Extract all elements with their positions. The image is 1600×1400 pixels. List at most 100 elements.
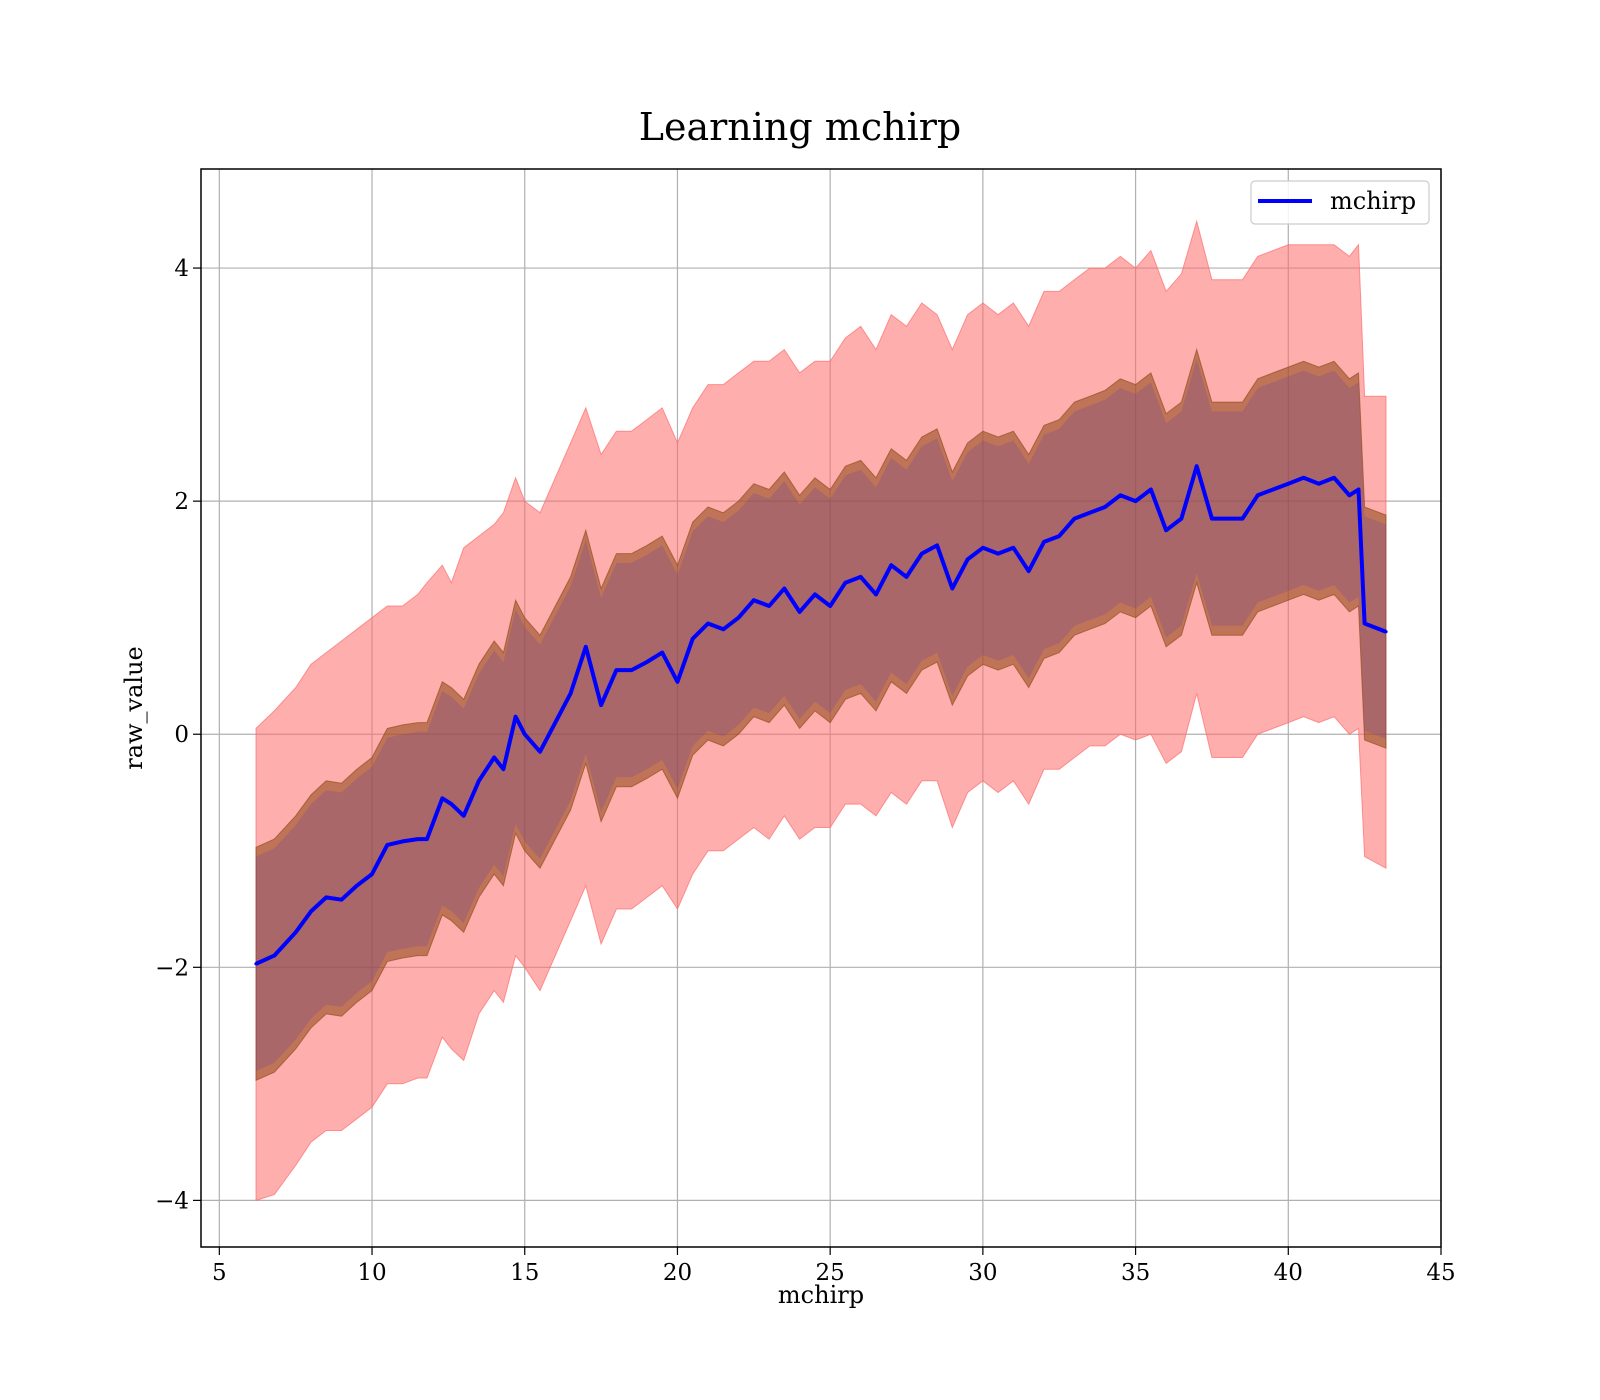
x-tick-label: 35 — [1121, 1260, 1150, 1286]
y-axis-ticks: −4 −2 0 2 4 — [155, 256, 201, 1214]
data-point — [874, 592, 878, 596]
data-point — [935, 543, 939, 548]
data-point — [294, 930, 298, 934]
data-point — [309, 909, 313, 913]
data-point — [828, 604, 832, 608]
data-point — [1057, 534, 1061, 538]
data-point — [599, 703, 603, 707]
data-point — [254, 962, 258, 966]
x-tick-label: 45 — [1426, 1260, 1455, 1286]
data-point — [1011, 546, 1016, 550]
data-point — [721, 627, 725, 631]
data-point — [904, 575, 909, 579]
data-point — [1179, 517, 1183, 521]
x-tick-label: 40 — [1274, 1260, 1303, 1286]
data-point — [752, 598, 756, 602]
data-point — [1149, 487, 1153, 492]
middle-confidence-band — [255, 347, 1387, 1082]
data-point — [706, 621, 710, 626]
data-point — [492, 755, 496, 760]
data-point — [477, 779, 481, 783]
data-point — [1301, 476, 1306, 480]
data-point — [1164, 528, 1168, 532]
data-point — [1042, 540, 1046, 544]
data-point — [675, 680, 680, 684]
data-point — [950, 586, 954, 591]
data-point — [645, 660, 649, 664]
data-point — [568, 691, 573, 696]
data-point — [400, 839, 405, 844]
legend: mchirp — [1250, 180, 1430, 225]
data-point — [1356, 487, 1361, 492]
confidence-bands — [255, 219, 1387, 1202]
data-point — [553, 720, 557, 725]
x-tick-label: 30 — [968, 1260, 997, 1286]
data-point — [1363, 621, 1367, 626]
legend-box — [1250, 180, 1430, 225]
data-point — [370, 872, 374, 876]
inner-confidence-band — [256, 359, 1386, 1071]
data-point — [385, 843, 389, 847]
y-tick-label: −4 — [155, 1188, 189, 1214]
data-point — [736, 616, 741, 620]
data-point — [462, 814, 466, 818]
data-point — [889, 563, 893, 567]
data-point — [767, 604, 771, 608]
data-point — [416, 837, 420, 841]
data-point — [1347, 493, 1351, 497]
data-point — [966, 557, 970, 562]
data-point — [798, 610, 802, 614]
data-point — [538, 750, 542, 754]
data-point — [1027, 569, 1031, 573]
x-tick-label: 10 — [357, 1260, 386, 1286]
data-point — [813, 592, 817, 596]
data-point — [1133, 499, 1138, 503]
y-tick-label: 0 — [174, 722, 189, 748]
data-point — [1286, 482, 1290, 486]
x-tick-label: 5 — [212, 1260, 227, 1286]
data-point — [501, 767, 505, 771]
y-tick-label: −2 — [155, 955, 189, 981]
x-tick-label: 25 — [816, 1260, 845, 1286]
data-point — [425, 837, 429, 841]
data-point — [843, 581, 848, 585]
y-axis-label: raw_value — [120, 646, 148, 770]
data-point — [630, 668, 634, 672]
plot-frame — [200, 168, 1442, 1248]
data-point — [1195, 464, 1199, 468]
chart-title: Learning mchirp — [639, 105, 961, 149]
data-point — [1317, 482, 1321, 486]
data-point — [782, 586, 786, 591]
data-point — [523, 732, 527, 736]
data-point — [1332, 476, 1336, 480]
data-point — [272, 954, 276, 958]
data-point — [1088, 511, 1092, 515]
x-tick-label: 15 — [510, 1260, 539, 1286]
data-point — [1256, 493, 1260, 497]
data-point — [1210, 517, 1214, 521]
data-point — [660, 651, 664, 655]
data-point — [324, 895, 328, 899]
x-axis-ticks: 5 10 15 20 25 30 35 40 45 — [212, 1247, 1456, 1286]
data-point — [1384, 630, 1388, 634]
data-point — [449, 802, 454, 806]
data-point — [920, 551, 924, 556]
data-point — [440, 796, 444, 800]
data-point — [339, 898, 344, 902]
data-point — [981, 546, 985, 550]
data-point — [1118, 493, 1122, 497]
data-point — [859, 575, 863, 579]
series-lines — [254, 464, 1388, 966]
data-point — [1072, 517, 1077, 521]
data-point — [584, 645, 588, 649]
data-point — [996, 551, 1000, 556]
data-point — [1225, 517, 1229, 521]
x-tick-label: 20 — [663, 1260, 692, 1286]
data-point — [355, 884, 359, 888]
data-point — [614, 668, 618, 672]
data-point — [1240, 517, 1245, 521]
x-axis-label: mchirp — [778, 1281, 864, 1309]
data-point — [1103, 505, 1107, 509]
